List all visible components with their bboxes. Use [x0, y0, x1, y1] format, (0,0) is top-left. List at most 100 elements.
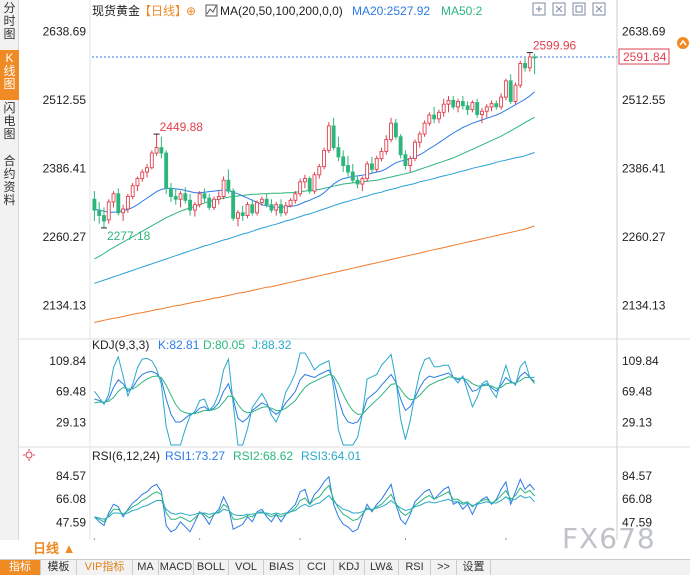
candle-up — [197, 191, 202, 208]
candle-body — [274, 204, 279, 211]
candle-up — [236, 210, 240, 227]
candle-body — [398, 136, 403, 156]
tab-more[interactable]: >> — [431, 560, 457, 575]
candle-body — [255, 202, 260, 214]
tab-vip-indicators[interactable]: VIP指标 — [77, 560, 133, 575]
candle-body — [518, 62, 523, 86]
candle-body — [494, 103, 499, 108]
candle-down — [451, 96, 456, 110]
side-tabs: 分时图 K线图 闪电图 合约资料 — [0, 0, 19, 540]
candle-up — [470, 100, 475, 113]
rsi-tick-label-right: 66.08 — [622, 492, 652, 506]
candle-body — [408, 158, 413, 167]
candle-body — [503, 80, 508, 98]
candle-up — [255, 200, 260, 216]
kdj-title: KDJ(9,3,3) — [92, 338, 149, 352]
candle-up — [499, 93, 504, 110]
candle-down — [346, 155, 350, 177]
tab-ma[interactable]: MA — [133, 560, 159, 575]
tab-cci[interactable]: CCI — [300, 560, 334, 575]
settings-icon[interactable]: ⊕ — [186, 4, 196, 18]
rsi-tick-label-left: 47.59 — [56, 515, 86, 529]
candle-up — [446, 96, 451, 113]
candle-down — [369, 156, 374, 174]
candle-body — [250, 204, 255, 214]
candle-up — [384, 135, 389, 155]
close-icon[interactable] — [592, 2, 606, 16]
current-price-tag: 2591.84 — [618, 48, 670, 65]
candle-down — [188, 193, 193, 216]
candle-down — [403, 150, 408, 170]
candle-body — [360, 178, 365, 185]
indicator-bar: 指标 模板 VIP指标 MA MACD BOLL VOL BIAS CCI KD… — [0, 559, 690, 575]
fullscreen-icon[interactable] — [552, 2, 566, 16]
kdj-tick-label-left: 69.48 — [56, 385, 86, 399]
kdj-k-value: K:82.81 — [158, 338, 200, 352]
period-selector[interactable]: 日线 ▲ — [19, 540, 92, 558]
candle-down — [432, 106, 437, 124]
candle-down — [169, 182, 173, 202]
tab-boll[interactable]: BOLL — [194, 560, 229, 575]
chart-area[interactable]: 2638.69 2638.69 2512.55 2512.55 2386.41 2386.… — [0, 0, 690, 540]
candle-body — [288, 199, 293, 207]
candle-up — [302, 174, 307, 189]
candle-body — [192, 204, 197, 211]
candle-up — [140, 169, 145, 182]
candle-body — [121, 208, 126, 214]
ma50-value: MA50:2 — [441, 4, 483, 18]
scroll-up-icon[interactable] — [677, 37, 689, 49]
rsi-series-3 — [94, 494, 535, 520]
tab-macd[interactable]: MACD — [159, 560, 194, 575]
tab-rsi[interactable]: RSI — [399, 560, 431, 575]
candle-body — [470, 102, 475, 111]
candle-up — [106, 199, 111, 224]
tab-templates[interactable]: 模板 — [41, 560, 77, 575]
mid-high-price-label: 2449.88 — [160, 120, 204, 134]
ma100-line — [94, 152, 535, 284]
tab-indicators[interactable]: 指标 — [0, 560, 41, 575]
tab-settings[interactable]: 设置 — [457, 560, 491, 575]
candle-body — [465, 105, 470, 111]
candle-up — [178, 191, 183, 208]
rsi-settings-icon[interactable] — [23, 449, 35, 461]
y-tick-label-left: 2386.41 — [43, 162, 87, 176]
candle-body — [183, 193, 188, 201]
candle-up — [518, 60, 523, 88]
bottom-bar: 日线 ▲ 指标 模板 VIP指标 MA MACD BOLL VOL BIAS C… — [0, 540, 690, 575]
candle-down — [523, 58, 527, 72]
watermark: FX678 — [562, 522, 656, 555]
candle-body — [154, 147, 159, 154]
y-tick-label-left: 2512.55 — [43, 93, 87, 107]
tab-lw[interactable]: LW& — [365, 560, 399, 575]
candle-up — [408, 155, 413, 173]
candle-up — [503, 78, 508, 101]
y-tick-label-right: 2512.55 — [622, 93, 666, 107]
candle-body — [446, 99, 451, 105]
ma-params: MA(20,50,100,200,0,0) — [220, 4, 343, 18]
candle-body — [264, 198, 269, 206]
tab-bias[interactable]: BIAS — [264, 560, 300, 575]
candle-up — [312, 172, 317, 194]
candle-body — [326, 125, 331, 151]
restore-icon[interactable] — [572, 2, 586, 16]
low-price-label: 2277.18 — [107, 229, 151, 243]
candle-body — [331, 125, 336, 149]
candle-down — [207, 193, 212, 211]
candle-body — [513, 84, 518, 102]
candle-up — [259, 196, 264, 206]
tab-kdj[interactable]: KDJ — [334, 560, 365, 575]
candle-down — [494, 100, 499, 110]
expand-icon[interactable] — [532, 2, 546, 16]
candle-up — [389, 117, 393, 143]
tab-timeshare[interactable]: 分时图 — [3, 1, 16, 41]
candle-body — [125, 196, 130, 210]
tab-contract-info[interactable]: 合约资料 — [3, 154, 16, 207]
tab-vol[interactable]: VOL — [229, 560, 264, 575]
candle-body — [245, 204, 250, 216]
caret-up-icon: ▲ — [62, 541, 76, 556]
tab-kline[interactable]: K线图 — [0, 50, 19, 100]
ma-icon[interactable] — [205, 4, 218, 17]
candle-body — [202, 193, 207, 199]
tab-flash-chart[interactable]: 闪电图 — [3, 101, 16, 141]
candle-down — [116, 188, 121, 216]
